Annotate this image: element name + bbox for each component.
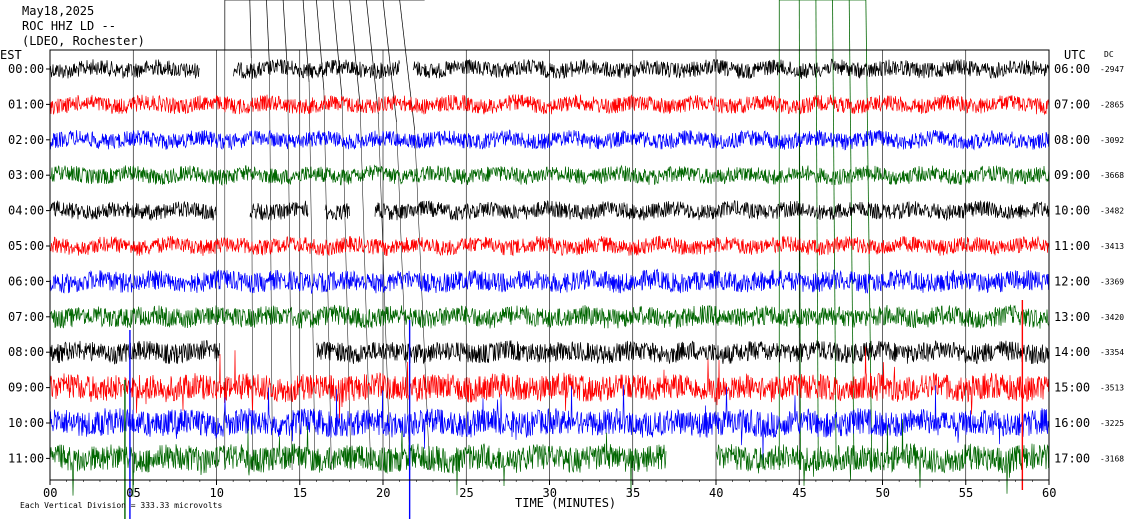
header-date: May18,2025 [22, 4, 95, 18]
utc-row-label: 07:00 [1054, 97, 1090, 111]
dc-value: -3092 [1100, 136, 1124, 145]
phase-marker-line [848, 0, 855, 471]
dc-value: -3482 [1100, 207, 1124, 216]
est-row-label: 05:00 [8, 239, 44, 253]
utc-row-label: 08:00 [1054, 133, 1090, 147]
header-station: ROC HHZ LD -- [22, 19, 116, 33]
utc-row-label: 16:00 [1054, 416, 1090, 430]
phase-markers [224, 0, 873, 471]
utc-row-label: 11:00 [1054, 239, 1090, 253]
trace-9 [49, 346, 1050, 423]
trace-8 [49, 340, 1050, 365]
utc-row-label: 10:00 [1054, 204, 1090, 218]
trace-1 [49, 93, 1050, 116]
x-tick-label: 45 [792, 486, 806, 500]
x-tick-label: 40 [709, 486, 723, 500]
est-row-label: 09:00 [8, 381, 44, 395]
phase-marker-line [282, 0, 288, 75]
dc-value: -3513 [1100, 384, 1124, 393]
x-tick-label: 50 [876, 486, 890, 500]
phase-marker-line [269, 65, 273, 471]
x-tick-label: 60 [1042, 486, 1056, 500]
plot-frame [49, 49, 1050, 481]
dc-label: DC [1104, 50, 1114, 59]
dc-value: -3369 [1100, 277, 1124, 286]
phase-marker-line [341, 97, 352, 471]
x-tick-label: 55 [959, 486, 973, 500]
est-row-label: 00:00 [8, 62, 44, 76]
phase-marker-line [308, 81, 316, 471]
utc-row-labels: 06:00 07:00 08:00 09:00 10:00 11:00 12:00 13:00… [1054, 62, 1090, 465]
x-tick-label: 00 [43, 486, 57, 500]
trace-0 [49, 58, 1050, 80]
phase-marker-line [302, 0, 310, 83]
est-row-label: 06:00 [8, 274, 44, 288]
phase-marker-line [366, 0, 379, 115]
header: May18,2025 ROC HHZ LD -- (LDEO, Rocheste… [22, 4, 145, 49]
footer-note: Each Vertical Division = 333.33 microvol… [20, 501, 222, 510]
dc-value: -3168 [1100, 454, 1124, 463]
est-row-label: 01:00 [8, 97, 44, 111]
phase-marker-line [396, 121, 411, 471]
x-tick-labels: 00 05 10 15 20 25 30 35 40 45 50 55 60 [43, 486, 1056, 500]
phase-marker-line [266, 0, 270, 67]
header-network: (LDEO, Rochester) [22, 34, 145, 48]
est-row-label: 04:00 [8, 204, 44, 218]
trace-6 [49, 268, 1050, 295]
phase-marker-line [349, 0, 361, 107]
dc-value: -3420 [1100, 313, 1124, 322]
dc-value: -2947 [1100, 65, 1124, 74]
est-row-label: 08:00 [8, 345, 44, 359]
dc-value: -3225 [1100, 419, 1124, 428]
trace-5 [49, 235, 1050, 257]
est-row-label: 11:00 [8, 451, 44, 465]
trace-11 [49, 419, 1050, 497]
utc-row-label: 17:00 [1054, 451, 1090, 465]
phase-marker-line [287, 73, 293, 471]
trace-10 [49, 384, 1050, 461]
est-axis-label: EST [0, 48, 22, 62]
trace-7 [49, 304, 1050, 329]
utc-row-label: 09:00 [1054, 168, 1090, 182]
est-row-label: 07:00 [8, 310, 44, 324]
x-tick-label: 05 [126, 486, 140, 500]
dc-values: -2947 -2865 -3092 -3668 -3482 -3413 -3369 -3420… [1100, 65, 1124, 463]
x-tick-label: 15 [293, 486, 307, 500]
x-tick-label: 20 [376, 486, 390, 500]
x-axis-label: TIME (MINUTES) [515, 496, 616, 510]
est-row-labels: 00:00 01:00 02:00 03:00 04:00 05:00 06:00 07:00… [8, 62, 50, 465]
phase-marker-line [378, 113, 391, 471]
phase-marker-line [249, 0, 252, 59]
phase-marker-line [865, 0, 873, 471]
x-tick-label: 35 [626, 486, 640, 500]
dc-value: -3668 [1100, 171, 1124, 180]
est-row-label: 03:00 [8, 168, 44, 182]
x-tick-label: 25 [459, 486, 473, 500]
traces [49, 58, 1050, 519]
utc-row-label: 14:00 [1054, 345, 1090, 359]
est-row-label: 02:00 [8, 133, 44, 147]
trace-4 [49, 199, 1050, 221]
est-row-label: 10:00 [8, 416, 44, 430]
trace-2 [49, 129, 1050, 151]
utc-row-label: 12:00 [1054, 274, 1090, 288]
dc-value: -3413 [1100, 242, 1124, 251]
utc-axis-label: UTC [1064, 48, 1086, 62]
trace-3 [49, 164, 1050, 186]
dc-value: -3354 [1100, 348, 1124, 357]
dc-value: -2865 [1100, 100, 1124, 109]
x-tick-label: 30 [543, 486, 557, 500]
utc-row-label: 06:00 [1054, 62, 1090, 76]
utc-row-label: 13:00 [1054, 310, 1090, 324]
phase-marker-line [332, 0, 343, 99]
utc-row-label: 15:00 [1054, 381, 1090, 395]
x-tick-label: 10 [210, 486, 224, 500]
